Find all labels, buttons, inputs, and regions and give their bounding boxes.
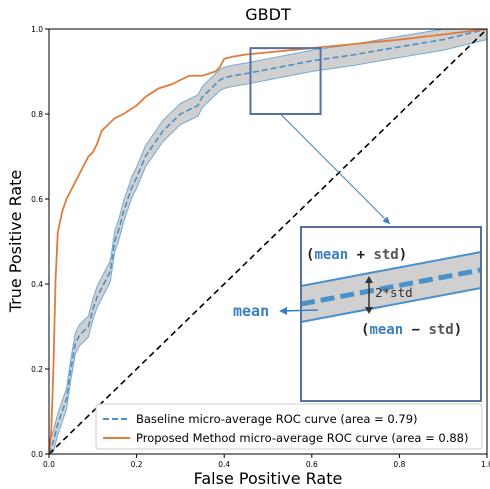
- upper-close-paren: ): [399, 247, 407, 263]
- zoom-connector: [280, 113, 391, 225]
- proposed-method-line: [49, 29, 487, 454]
- legend-box: [95, 403, 483, 450]
- upper-plus: +: [348, 247, 373, 263]
- y-tick-label: 0.2: [31, 365, 43, 374]
- inset: (mean + std) (mean − std) 2*std: [300, 226, 482, 402]
- mean-callout-arrowhead-icon: [279, 307, 287, 315]
- lower-mean-text: mean: [369, 322, 403, 338]
- x-tick-label: 0.4: [218, 460, 230, 469]
- x-tick-label: 0.2: [131, 460, 143, 469]
- inset-frame: [300, 226, 482, 402]
- inset-upper-label: (mean + std): [306, 247, 407, 263]
- y-tick-label: 0.8: [31, 110, 43, 119]
- band-height-label: 2*std: [375, 285, 413, 300]
- upper-mean-text: mean: [314, 247, 348, 263]
- x-tick-label: 0.8: [393, 460, 405, 469]
- x-tick-label: 0.0: [43, 460, 55, 469]
- plot-frame: [48, 28, 488, 455]
- inset-lower-edge: [301, 287, 481, 323]
- y-tick-label: 0.6: [31, 195, 43, 204]
- legend: Baseline micro-average ROC curve (area =…: [95, 403, 483, 450]
- y-tick-label: 1.0: [31, 25, 43, 34]
- y-tick-label: 0.0: [31, 450, 43, 459]
- zoom-connector-arrowhead: [382, 216, 390, 224]
- chance-diagonal-line: [49, 29, 487, 454]
- band-height-arrow-down-icon: [365, 307, 373, 314]
- legend-label-baseline: Baseline micro-average ROC curve (area =…: [136, 412, 418, 426]
- upper-std-text: std: [373, 247, 398, 263]
- inset-mean-line: [301, 267, 481, 307]
- band-height-arrow-up-icon: [365, 276, 373, 283]
- baseline-std-band: [49, 29, 487, 454]
- lower-minus: −: [403, 322, 428, 338]
- inset-upper-edge: [301, 251, 481, 287]
- x-tick-label: 0.6: [306, 460, 318, 469]
- inset-lower-label: (mean − std): [361, 322, 462, 338]
- lower-std-text: std: [428, 322, 453, 338]
- chart-title: GBDT: [245, 5, 291, 24]
- y-tick-label: 0.4: [31, 280, 43, 289]
- y-axis-label: True Positive Rate: [6, 170, 25, 314]
- lower-close-paren: ): [454, 322, 462, 338]
- mean-callout-arrow-shaft: [281, 309, 319, 312]
- x-axis-label: False Positive Rate: [194, 469, 343, 488]
- zoom-box: [249, 47, 322, 115]
- x-tick-label: 1.0: [481, 460, 490, 469]
- legend-label-proposed: Proposed Method micro-average ROC curve …: [136, 431, 469, 445]
- upper-open-paren: (: [306, 247, 314, 263]
- mean-callout-label: mean: [233, 302, 269, 320]
- lower-open-paren: (: [361, 322, 369, 338]
